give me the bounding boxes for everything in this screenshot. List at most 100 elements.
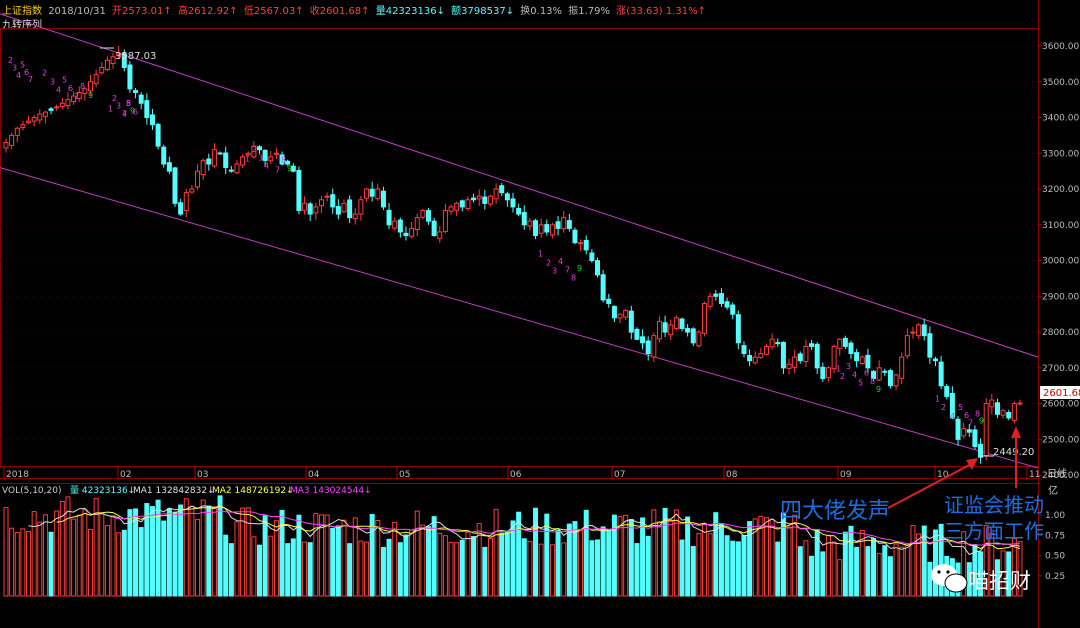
volume-bar: [702, 523, 708, 597]
candle-body: [82, 88, 88, 95]
volume-bar: [88, 528, 93, 597]
volume-bar: [386, 538, 392, 597]
volume-bar: [707, 533, 713, 597]
candle-body: [780, 341, 786, 369]
volume-bar: [690, 546, 696, 597]
volume-bar: [14, 532, 20, 597]
volume-bar: [499, 532, 505, 597]
volume-bar: [933, 529, 938, 597]
nine-seq-digit: 7: [122, 110, 127, 119]
volume-bar: [724, 535, 730, 597]
nine-seq-digit: 8: [80, 82, 85, 91]
candle-body: [172, 167, 178, 204]
candle-body: [792, 356, 798, 368]
nine-seq-digit: 9: [88, 91, 93, 100]
quote-close: 收2601.68↑: [309, 6, 370, 17]
volume-bar: [544, 513, 550, 597]
volume-bar: [910, 525, 916, 597]
candle-body: [341, 202, 347, 213]
volume-bar: [876, 552, 882, 597]
volume-bar: [899, 546, 905, 597]
candle-body: [279, 154, 285, 165]
volume-y-axis: 1.00 0.75 0.50 0.25: [1038, 511, 1065, 582]
volume-bar: [978, 551, 984, 597]
volume-bar: [961, 531, 967, 597]
candle-body: [504, 193, 510, 201]
nine-seq-digit: 1: [108, 104, 113, 113]
volume-bars: [3, 495, 1023, 597]
volume-bar: [820, 551, 826, 597]
volume-bar: [854, 546, 860, 597]
volume-bar: [533, 507, 539, 597]
candle-body: [561, 217, 567, 230]
candle-body: [76, 91, 82, 100]
quote-date: 2018/10/31: [48, 6, 106, 17]
volume-bar: [172, 511, 178, 597]
volume-bar: [487, 537, 493, 597]
candle-body: [206, 158, 212, 165]
candle-body: [628, 310, 634, 333]
candle-body: [88, 81, 93, 92]
volume-bar: [786, 526, 792, 597]
volume-bar: [696, 533, 702, 597]
volume-bar: [380, 546, 386, 597]
candle-body: [724, 301, 730, 308]
nine-seq-digit: 5: [958, 403, 963, 412]
candle-body: [679, 318, 685, 330]
volume-bar: [296, 514, 302, 597]
candle-body: [364, 188, 370, 199]
nine-seq-digit: 5: [126, 99, 131, 108]
volume-bar: [403, 534, 409, 597]
nine-seq-digit: 9: [130, 107, 135, 116]
candle-body: [831, 345, 837, 370]
candle-body: [921, 324, 927, 337]
nine-seq-digit: 7: [275, 165, 280, 174]
candle-body: [640, 336, 646, 344]
candle-body: [673, 317, 679, 329]
volume-bar: [420, 524, 426, 597]
candle-body: [899, 356, 905, 379]
nine-seq-digit: 2: [8, 56, 13, 65]
nine-seq-digit: 4: [852, 370, 857, 379]
nine-seq-digit: 4: [264, 161, 269, 170]
candle-body: [730, 304, 736, 315]
volume-bar: [307, 542, 313, 597]
price-panel-frame: [0, 28, 1039, 467]
volume-bar: [414, 510, 420, 597]
volume-bar: [166, 508, 172, 597]
volume-bar: [938, 523, 944, 597]
nine-seq-digit: 3: [846, 362, 851, 371]
candle-body: [944, 386, 950, 397]
candle-body: [290, 165, 296, 172]
volume-bar: [476, 523, 482, 597]
period-label: 日线: [1047, 467, 1067, 480]
volume-bar: [640, 517, 646, 597]
candle-body: [127, 64, 133, 90]
x-tick-label: 11: [1029, 470, 1040, 480]
candle-body: [583, 239, 589, 251]
candle-body: [240, 156, 246, 166]
arrow-four-bigs: [887, 461, 976, 509]
volume-bar: [211, 506, 217, 597]
nine-seq-digit: 6: [68, 84, 73, 93]
candle-body: [617, 313, 623, 319]
volume-bar: [369, 514, 375, 597]
candle-body: [572, 229, 578, 244]
candle-body: [735, 314, 741, 344]
candle-body: [904, 335, 910, 357]
candle-body: [662, 322, 668, 333]
volume-bar: [183, 498, 189, 597]
nine-seq-digit: 2: [546, 259, 551, 268]
candle-body: [769, 338, 775, 348]
candle-body: [803, 345, 809, 363]
candle-body: [420, 209, 426, 218]
candle-body: [414, 217, 420, 230]
quote-change: 涨(33.63) 1.31%↑: [616, 6, 706, 17]
candle-body: [668, 324, 674, 336]
arrow-head-four-bigs: [966, 458, 978, 470]
candle-body: [307, 203, 313, 215]
candle-body: [59, 102, 65, 107]
candle-body: [358, 199, 364, 215]
quote-high: 高2612.92↑: [177, 6, 238, 17]
